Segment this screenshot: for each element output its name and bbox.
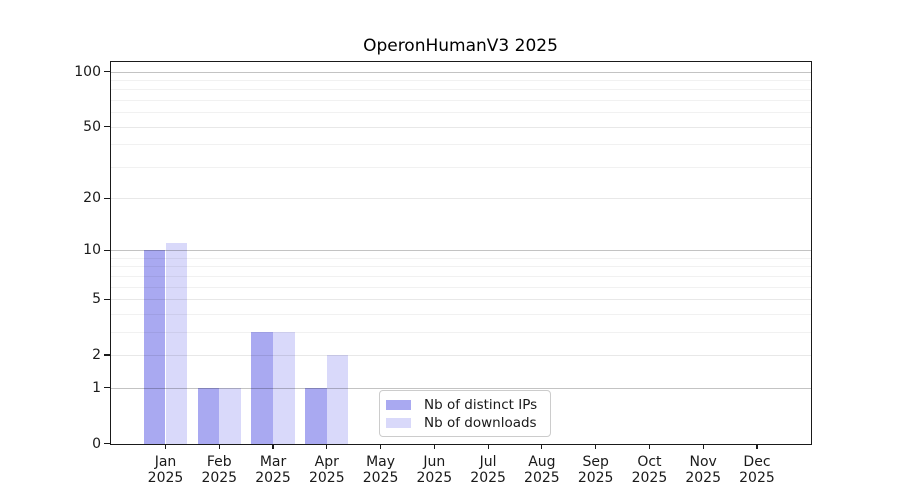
gridline-y-100 xyxy=(110,71,811,73)
gridline-y-80 xyxy=(110,89,811,91)
gridline-y-40 xyxy=(110,144,811,146)
y-tick-label-2: 2 xyxy=(92,346,101,363)
x-tick-mark-jul xyxy=(487,444,489,449)
x-tick-mark-aug xyxy=(541,444,543,449)
y-tick-mark-10 xyxy=(103,249,110,251)
y-tick-mark-20 xyxy=(103,197,110,199)
bar-nb-of-distinct-ips-feb xyxy=(197,387,220,444)
gridline-y-9 xyxy=(110,258,811,259)
y-tick-label-5: 5 xyxy=(92,291,101,308)
gridline-y-90 xyxy=(110,80,811,82)
y-tick-mark-1 xyxy=(103,387,110,389)
gridline-y-70 xyxy=(110,100,811,102)
legend-item-downloads: Nb of downloads xyxy=(386,414,542,431)
x-tick-mark-feb xyxy=(218,444,220,449)
legend-label-downloads: Nb of downloads xyxy=(424,414,537,431)
x-tick-label-sep: Sep 2025 xyxy=(577,453,614,486)
gridline-y-1 xyxy=(110,387,811,389)
y-tick-mark-2 xyxy=(103,354,110,356)
y-tick-label-10: 10 xyxy=(83,242,101,259)
x-tick-label-dec: Dec 2025 xyxy=(739,453,775,486)
y-tick-label-50: 50 xyxy=(83,118,101,135)
bar-nb-of-downloads-feb xyxy=(219,387,241,444)
x-tick-mark-sep xyxy=(595,444,597,449)
gridlines-layer xyxy=(110,62,811,444)
gridline-y-10 xyxy=(110,250,811,252)
gridline-y-30 xyxy=(110,166,811,168)
y-tick-mark-100 xyxy=(103,71,110,73)
gridline-y-8 xyxy=(110,266,811,268)
y-tick-label-1: 1 xyxy=(92,379,101,396)
x-tick-mark-dec xyxy=(756,444,758,449)
legend: Nb of distinct IPs Nb of downloads xyxy=(379,390,551,437)
plot-area xyxy=(109,60,812,445)
x-tick-mark-oct xyxy=(648,444,651,449)
y-tick-label-0: 0 xyxy=(92,435,101,452)
x-tick-label-nov: Nov 2025 xyxy=(685,453,721,486)
y-tick-label-100: 100 xyxy=(74,63,101,80)
x-tick-mark-may xyxy=(379,444,382,449)
legend-swatch-downloads-icon xyxy=(386,417,411,428)
bar-nb-of-downloads-mar xyxy=(273,331,295,444)
x-tick-mark-nov xyxy=(702,444,704,449)
bar-nb-of-distinct-ips-mar xyxy=(251,331,274,444)
y-tick-label-20: 20 xyxy=(83,190,101,207)
gridline-y-6 xyxy=(110,286,811,288)
x-tick-mark-jun xyxy=(433,444,435,449)
gridline-y-2 xyxy=(110,354,811,356)
x-tick-label-jun: Jun 2025 xyxy=(416,453,453,486)
x-tick-label-may: May 2025 xyxy=(362,453,399,486)
x-tick-label-jul: Jul 2025 xyxy=(470,453,506,486)
gridline-y-20 xyxy=(110,198,811,200)
x-tick-label-feb: Feb 2025 xyxy=(201,453,238,486)
bar-nb-of-downloads-jan xyxy=(165,243,188,444)
legend-label-distinct-ips: Nb of distinct IPs xyxy=(424,396,538,413)
gridline-y-5 xyxy=(110,299,811,301)
x-tick-mark-mar xyxy=(272,444,274,449)
bars-layer xyxy=(111,62,812,444)
legend-item-distinct-ips: Nb of distinct IPs xyxy=(386,396,542,413)
x-tick-mark-apr xyxy=(326,444,328,449)
chart-title: OperonHumanV3 2025 xyxy=(363,36,558,56)
x-tick-label-apr: Apr 2025 xyxy=(308,453,345,486)
gridline-y-3 xyxy=(110,331,811,333)
gridline-y-7 xyxy=(110,275,811,277)
gridline-y-50 xyxy=(110,126,811,128)
x-tick-mark-jan xyxy=(164,444,167,449)
gridline-y-4 xyxy=(110,313,811,315)
legend-swatch-distinct-ips-icon xyxy=(386,399,411,410)
y-tick-mark-5 xyxy=(103,298,110,300)
x-tick-label-aug: Aug 2025 xyxy=(524,453,560,486)
x-tick-label-mar: Mar 2025 xyxy=(255,453,291,486)
y-tick-mark-0 xyxy=(103,442,110,445)
gridline-y-60 xyxy=(110,112,811,114)
bar-nb-of-downloads-apr xyxy=(326,355,349,444)
bar-nb-of-distinct-ips-jan xyxy=(143,250,166,444)
x-tick-label-jan: Jan 2025 xyxy=(147,453,184,486)
bar-nb-of-distinct-ips-apr xyxy=(305,387,327,444)
y-tick-mark-50 xyxy=(103,126,110,128)
x-tick-label-oct: Oct 2025 xyxy=(631,453,668,486)
